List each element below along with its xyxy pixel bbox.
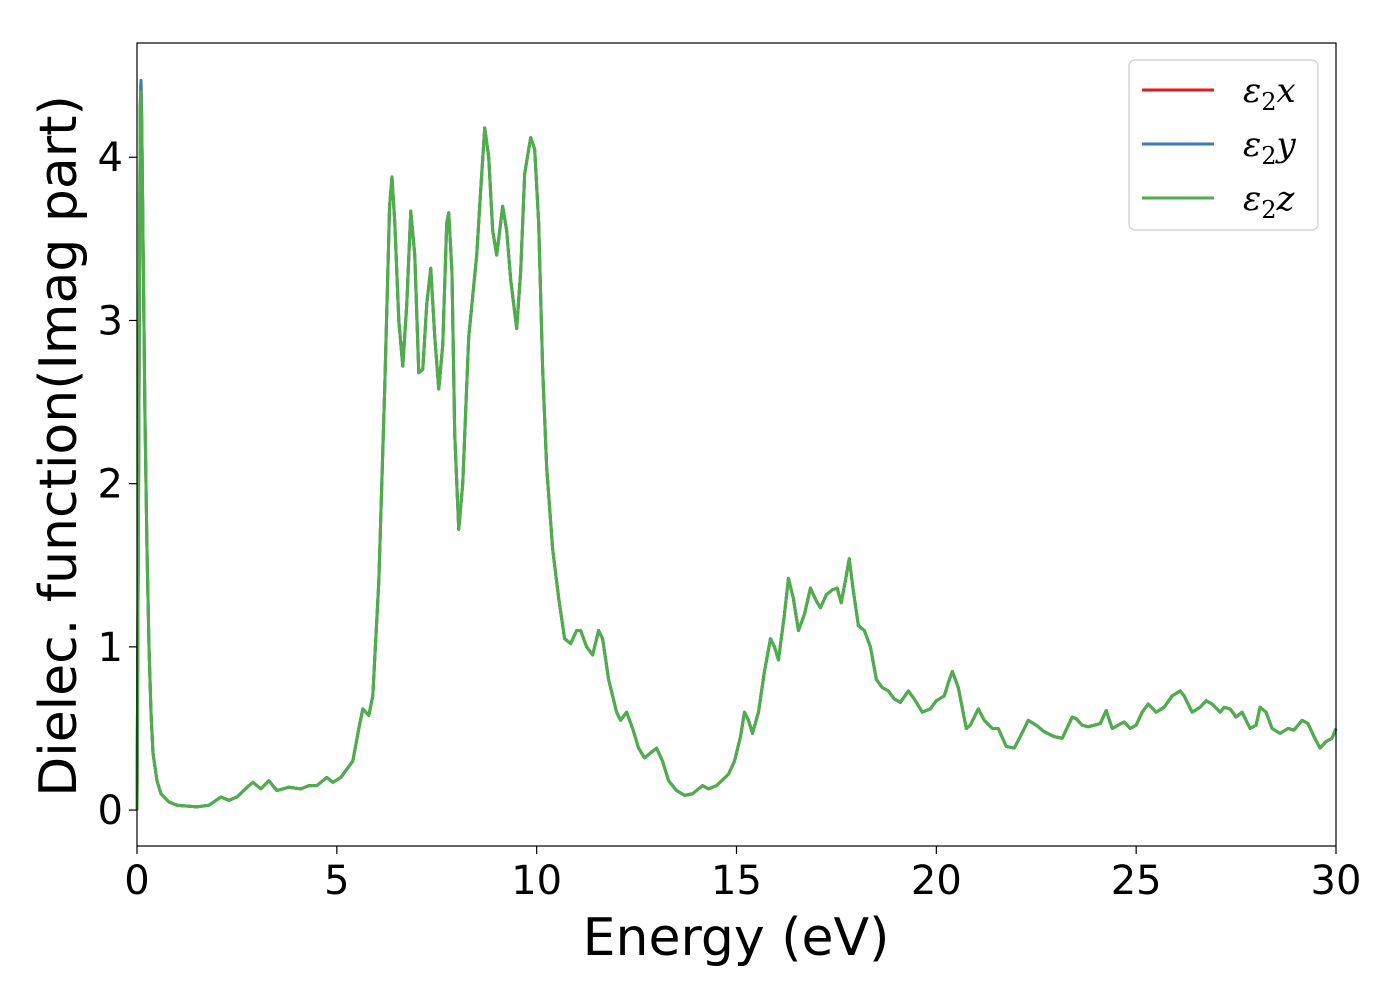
x-tick-label: 10	[511, 858, 562, 904]
y-axis-ticks: 0 1 2 3 4	[98, 135, 137, 834]
legend-label-y: ε2y	[1243, 125, 1297, 170]
series-line-z	[135, 90, 1338, 811]
y-tick-label: 4	[98, 135, 123, 181]
x-tick-label: 0	[124, 858, 149, 904]
legend-box	[1128, 59, 1319, 231]
series-layer	[135, 79, 1338, 811]
y-tick-label: 0	[98, 788, 123, 834]
x-tick-label: 30	[1311, 858, 1362, 904]
x-axis-ticks: 0 5 10 15 20 25 30	[124, 846, 1361, 904]
x-tick-label: 15	[711, 858, 762, 904]
y-tick-label: 1	[98, 625, 123, 671]
legend-label-x: ε2x	[1243, 71, 1296, 116]
y-tick-label: 2	[98, 462, 123, 508]
x-axis-title: Energy (eV)	[583, 908, 890, 968]
y-tick-label: 3	[98, 298, 123, 344]
x-tick-label: 5	[324, 858, 349, 904]
legend-label-z: ε2z	[1243, 179, 1296, 224]
x-tick-label: 20	[911, 858, 962, 904]
y-axis-title: Dielec. function(Imag part)	[29, 95, 89, 797]
x-tick-label: 25	[1111, 858, 1162, 904]
legend: ε2x ε2y ε2z	[1128, 59, 1319, 231]
